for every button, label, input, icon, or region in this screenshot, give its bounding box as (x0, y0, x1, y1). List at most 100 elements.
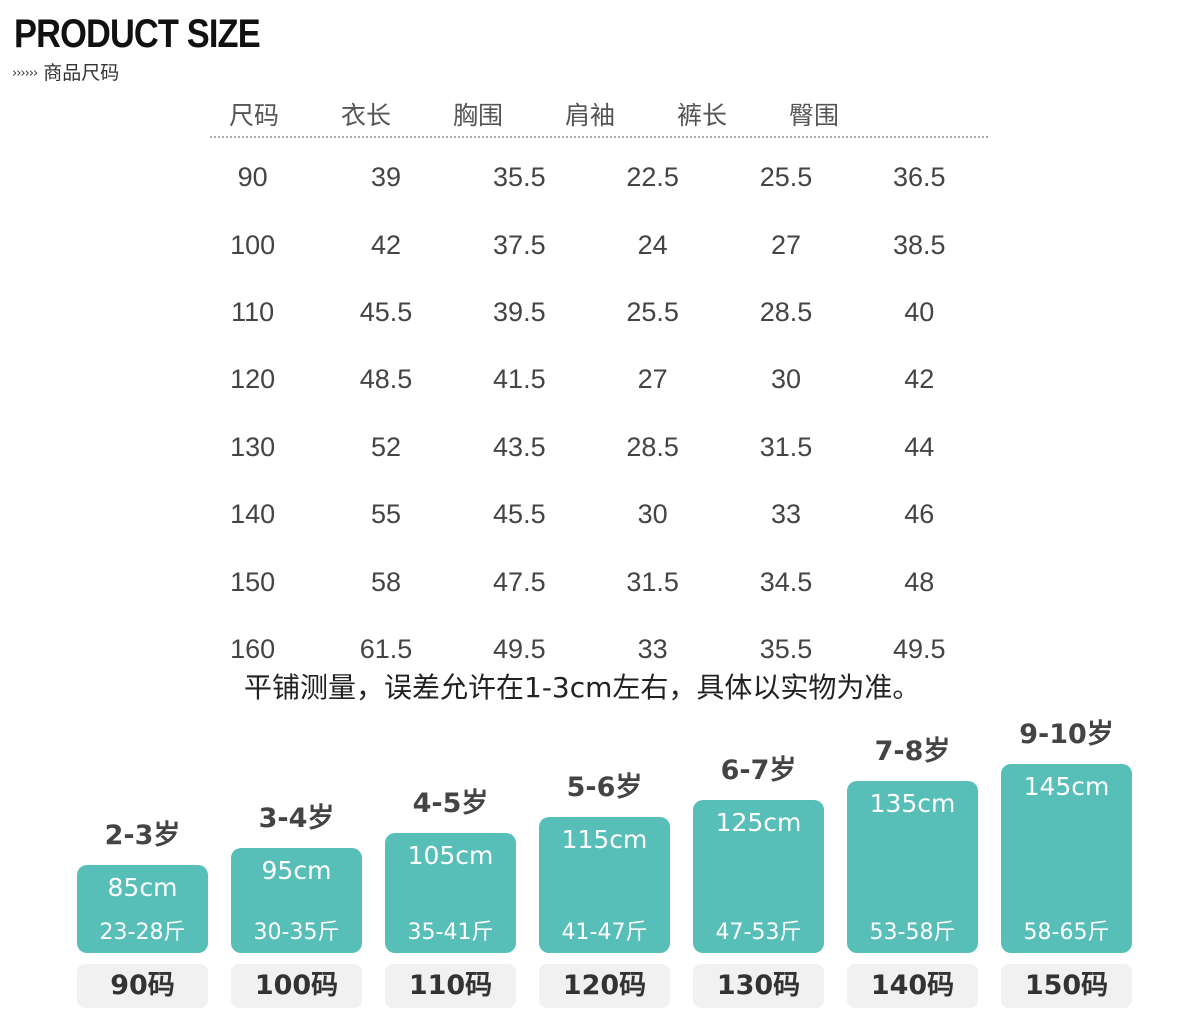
age-label: 4-5岁 (412, 788, 489, 819)
header-cell: 肩袖 (564, 101, 615, 130)
age-card: 9-10岁 145cm 58-65斤 (1001, 712, 1132, 953)
table-cell: 49.5 (493, 633, 546, 664)
table-cell: 120 (230, 364, 276, 395)
page-subtitle: ›››››› 商品尺码 (12, 61, 119, 86)
weight-range: 47-53斤 (715, 920, 802, 945)
header-cell: 尺码 (228, 101, 279, 130)
table-row: 140 55 45.5 30 33 46 (186, 481, 986, 548)
weight-range: 41-47斤 (561, 920, 648, 945)
table-cell: 27 (637, 364, 668, 395)
table-cell: 33 (637, 633, 668, 664)
weight-range: 30-35斤 (253, 920, 340, 945)
size-code-pill: 130码 (693, 964, 824, 1008)
age-card: 5-6岁 115cm 41-47斤 (539, 765, 670, 953)
age-label: 6-7岁 (720, 755, 797, 786)
table-cell: 140 (230, 499, 276, 530)
age-card: 3-4岁 95cm 30-35斤 (231, 796, 362, 953)
height-value: 85cm (107, 873, 178, 902)
table-row: 150 58 47.5 31.5 34.5 48 (186, 548, 986, 615)
age-label: 2-3岁 (104, 820, 181, 851)
header-cell: 臀围 (788, 101, 839, 130)
table-cell: 25.5 (759, 162, 813, 193)
table-cell: 31.5 (759, 431, 813, 462)
height-weight-box: 105cm 35-41斤 (385, 833, 516, 953)
age-card: 4-5岁 105cm 35-41斤 (385, 781, 516, 953)
table-cell: 61.5 (359, 633, 413, 664)
measurement-note: 平铺测量，误差允许在1-3cm左右，具体以实物为准。 (244, 671, 921, 704)
height-value: 135cm (869, 789, 956, 818)
table-body: 90 39 35.5 22.5 25.5 36.5 100 42 37.5 24 27 38.5 110… (186, 144, 986, 683)
table-cell: 36.5 (893, 162, 946, 193)
table-row: 90 39 35.5 22.5 25.5 36.5 (186, 144, 986, 211)
table-cell: 35.5 (759, 633, 813, 664)
table-cell: 34.5 (759, 566, 813, 597)
table-cell: 150 (230, 566, 276, 597)
height-weight-box: 95cm 30-35斤 (231, 848, 362, 953)
height-weight-box: 115cm 41-47斤 (539, 817, 670, 953)
table-cell: 45.5 (359, 296, 413, 327)
table-cell: 90 (237, 162, 268, 193)
weight-range: 58-65斤 (1023, 920, 1110, 945)
table-cell: 52 (370, 431, 402, 462)
table-cell: 58 (370, 566, 402, 597)
table-cell: 55 (370, 499, 402, 530)
weight-range: 53-58斤 (869, 920, 956, 945)
table-cell: 27 (770, 229, 801, 260)
table-cell: 100 (230, 229, 276, 260)
table-cell: 40 (904, 296, 935, 327)
table-row: 100 42 37.5 24 27 38.5 (186, 211, 986, 278)
height-weight-box: 135cm 53-58斤 (847, 781, 978, 953)
table-cell: 30 (637, 499, 668, 530)
weight-range: 35-41斤 (407, 920, 494, 945)
table-cell: 41.5 (493, 364, 546, 395)
table-cell: 45.5 (493, 499, 546, 530)
table-cell: 48.5 (359, 364, 413, 395)
arrows-icon: ›››››› (12, 66, 38, 81)
table-cell: 37.5 (493, 229, 546, 260)
height-value: 115cm (561, 825, 648, 854)
size-code-pill: 120码 (539, 964, 670, 1008)
table-cell: 42 (904, 364, 935, 395)
height-weight-box: 125cm 47-53斤 (693, 800, 824, 953)
table-cell: 160 (230, 633, 276, 664)
age-label: 3-4岁 (258, 803, 335, 834)
table-cell: 35.5 (493, 162, 546, 193)
table-cell: 28.5 (759, 296, 813, 327)
table-cell: 47.5 (493, 566, 546, 597)
table-cell: 48 (904, 566, 935, 597)
table-cell: 22.5 (626, 162, 679, 193)
table-cell: 39 (370, 162, 402, 193)
age-label: 7-8岁 (874, 736, 951, 767)
table-cell: 43.5 (493, 431, 546, 462)
table-cell: 46 (904, 499, 935, 530)
table-row: 160 61.5 49.5 33 35.5 49.5 (186, 616, 986, 683)
age-card: 7-8岁 135cm 53-58斤 (847, 729, 978, 953)
weight-range: 23-28斤 (99, 920, 186, 945)
height-value: 95cm (261, 856, 332, 885)
age-label: 9-10岁 (1019, 719, 1114, 750)
size-code-pill: 100码 (231, 964, 362, 1008)
table-header-row: 尺码 衣长 胸围 肩袖 裤长 臀围 (210, 92, 988, 138)
table-cell: 31.5 (626, 566, 679, 597)
table-cell: 42 (370, 229, 402, 260)
table-row: 130 52 43.5 28.5 31.5 44 (186, 414, 986, 481)
table-cell: 110 (231, 296, 275, 327)
age-card: 2-3岁 85cm 23-28斤 (77, 813, 208, 953)
table-cell: 25.5 (626, 296, 679, 327)
table-cell: 30 (770, 364, 801, 395)
size-code-pill: 110码 (385, 964, 516, 1008)
size-table: 尺码 衣长 胸围 肩袖 裤长 臀围 90 39 35.5 22.5 25.5 36.5 10… (186, 92, 988, 683)
table-row: 110 45.5 39.5 25.5 28.5 40 (186, 279, 986, 346)
subtitle-text: 商品尺码 (43, 62, 120, 84)
height-value: 125cm (715, 808, 802, 837)
height-weight-box: 85cm 23-28斤 (77, 865, 208, 953)
table-row: 120 48.5 41.5 27 30 42 (186, 346, 986, 413)
height-value: 105cm (407, 841, 494, 870)
table-cell: 38.5 (893, 229, 946, 260)
age-label: 5-6岁 (566, 772, 643, 803)
table-cell: 130 (230, 431, 276, 462)
header-cell: 衣长 (340, 101, 391, 130)
size-code-pill: 90码 (77, 964, 208, 1008)
height-weight-box: 145cm 58-65斤 (1001, 764, 1132, 953)
age-card: 6-7岁 125cm 47-53斤 (693, 748, 824, 953)
